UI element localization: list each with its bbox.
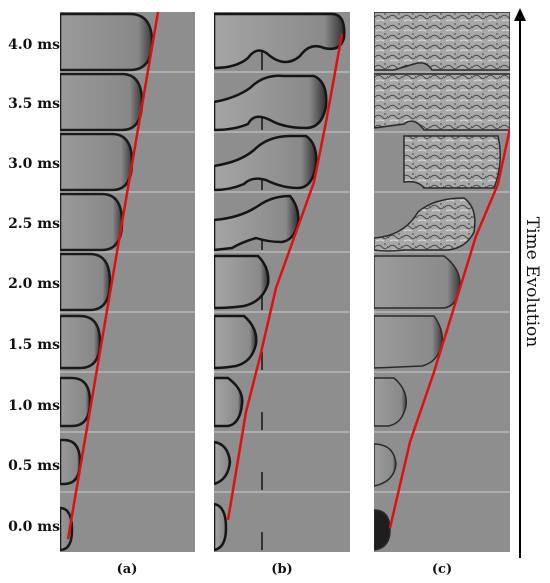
panel-a-label: (a) xyxy=(116,562,138,577)
panel-b-image xyxy=(214,12,350,552)
time-label-4-0: 4.0 ms xyxy=(8,37,60,53)
time-label-3-0: 3.0 ms xyxy=(8,156,60,172)
panel-c-front-line xyxy=(388,127,510,529)
time-arrow-head-icon xyxy=(514,8,526,21)
time-label-0-5: 0.5 ms xyxy=(8,458,60,474)
time-arrow xyxy=(519,18,521,558)
time-label-0-0: 0.0 ms xyxy=(8,519,60,535)
time-label-1-5: 1.5 ms xyxy=(8,337,60,353)
panel-c-image xyxy=(374,12,510,552)
time-label-2-0: 2.0 ms xyxy=(8,276,60,292)
time-label-1-0: 1.0 ms xyxy=(8,398,60,414)
panel-c-label: (c) xyxy=(431,562,453,577)
panel-b-label: (b) xyxy=(271,562,293,577)
time-label-3-5: 3.5 ms xyxy=(8,96,60,112)
panel-b-front-line xyxy=(226,33,344,521)
time-label-2-5: 2.5 ms xyxy=(8,216,60,232)
panel-a-front-line xyxy=(66,12,160,540)
time-evolution-label: Time Evolution xyxy=(522,216,542,348)
panel-a-image xyxy=(60,12,195,552)
